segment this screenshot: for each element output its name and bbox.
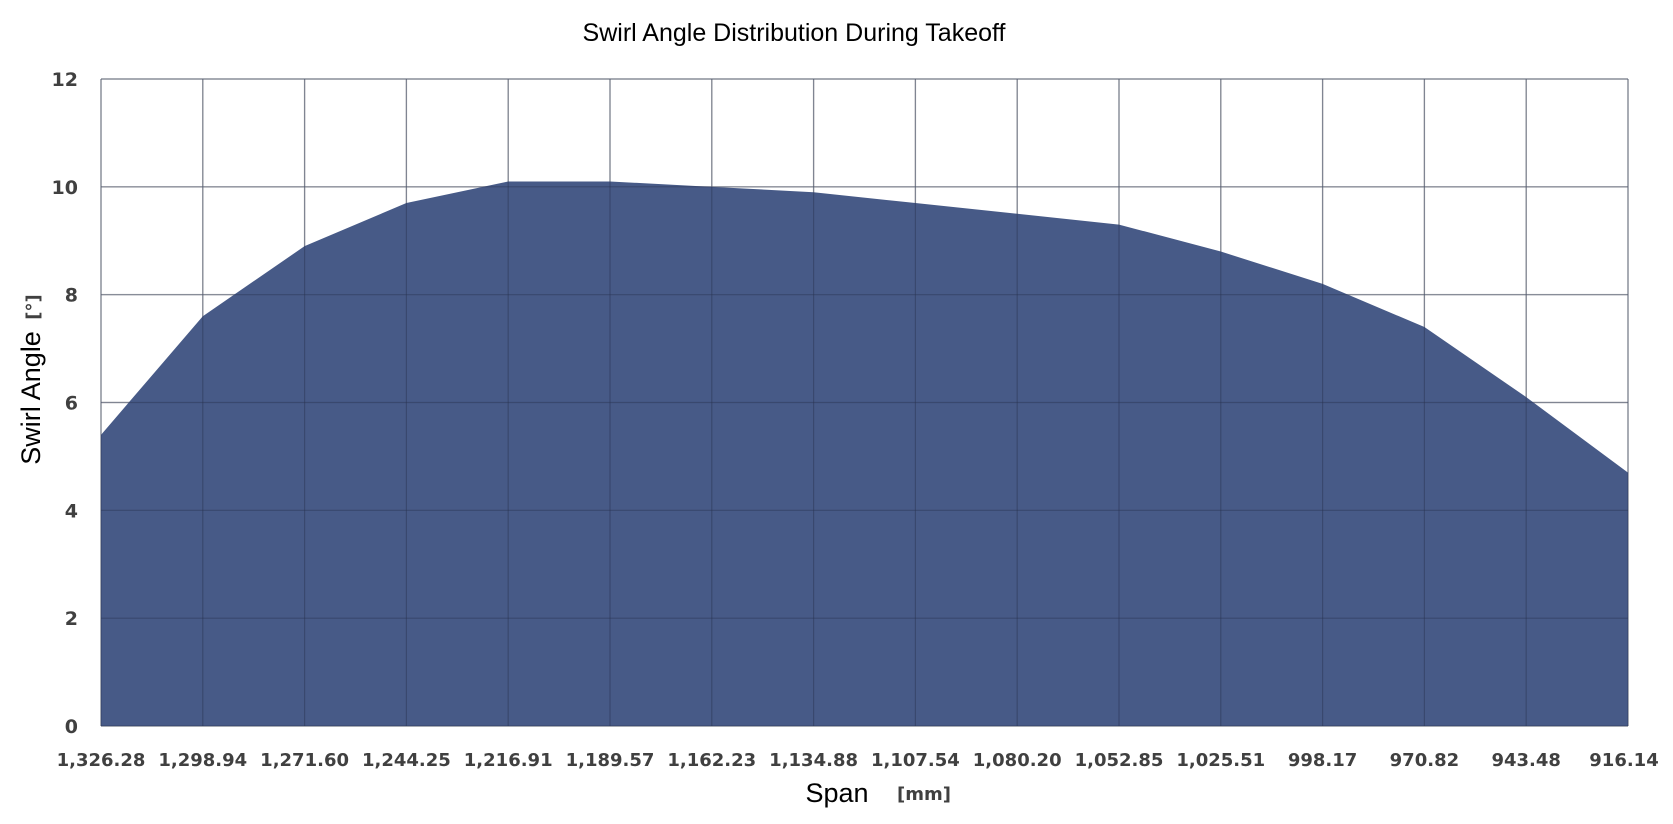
x-axis-label: Span: [805, 778, 868, 808]
x-tick-label: 998.17: [1288, 750, 1357, 771]
x-tick-label: 1,244.25: [362, 750, 451, 771]
y-tick-label: 6: [65, 393, 78, 415]
x-tick-label: 1,025.51: [1176, 750, 1265, 771]
x-tick-label: 1,298.94: [158, 750, 247, 771]
x-tick-label: 1,216.91: [464, 750, 553, 771]
x-tick-label: 1,052.85: [1075, 750, 1164, 771]
x-tick-label: 1,080.20: [973, 750, 1062, 771]
grid-overlay: [100, 78, 1629, 727]
y-tick-label: 12: [52, 69, 78, 91]
x-tick-label: 1,326.28: [57, 750, 146, 771]
y-axis-unit: [°]: [23, 294, 44, 319]
y-tick-label: 2: [65, 608, 78, 630]
area-series: [101, 181, 1628, 727]
y-axis-title: Swirl Angle [°]: [16, 294, 46, 465]
x-axis-unit: [mm]: [897, 784, 951, 805]
x-tick-label: 970.82: [1390, 750, 1459, 771]
x-axis-ticks: 1,326.28 1,298.94 1,271.60 1,244.25 1,216.91…: [57, 750, 1659, 771]
y-tick-label: 4: [65, 500, 78, 522]
x-tick-label: 1,162.23: [667, 750, 756, 771]
x-tick-label: 943.48: [1491, 750, 1560, 771]
chart-title: Swirl Angle Distribution During Takeoff: [583, 19, 1006, 47]
x-tick-label: 1,134.88: [769, 750, 858, 771]
y-axis-label: Swirl Angle: [16, 331, 46, 465]
x-tick-label: 916.14: [1589, 750, 1658, 771]
y-tick-label: 8: [65, 285, 78, 307]
y-tick-label: 10: [52, 177, 78, 199]
y-tick-label: 0: [65, 716, 78, 738]
x-tick-label: 1,271.60: [260, 750, 349, 771]
x-tick-label: 1,107.54: [871, 750, 960, 771]
y-axis-ticks: 0 2 4 6 8 10 12: [52, 69, 78, 738]
x-tick-label: 1,189.57: [566, 750, 655, 771]
